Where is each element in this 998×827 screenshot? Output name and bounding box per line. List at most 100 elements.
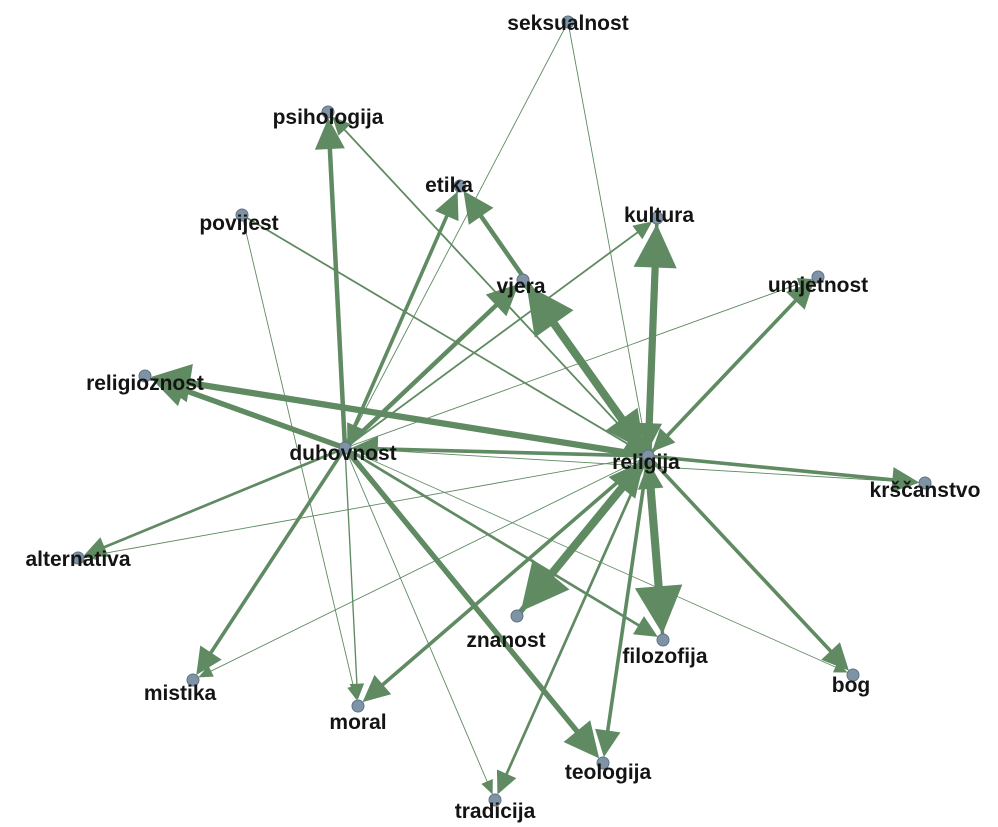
edge-arrowhead: [463, 190, 494, 225]
edge-arrowhead: [595, 728, 621, 758]
edge-duhovnost-to-alternativa: [83, 446, 346, 557]
node-label-krscanstvo: krščanstvo: [870, 479, 981, 502]
edge-duhovnost-to-mistika: [196, 447, 347, 675]
node-moral: [351, 699, 365, 713]
edge-line: [646, 298, 799, 458]
edge-arrowhead: [314, 117, 345, 150]
edge-arrowhead: [633, 223, 677, 269]
edge-arrowhead: [83, 537, 109, 557]
edge-arrowhead: [632, 221, 653, 240]
edge-duhovnost-to-moral: [344, 447, 365, 701]
edge-religija-to-teologija: [595, 455, 650, 758]
edge-duhovnost-to-psihologija: [314, 117, 348, 449]
edge-line: [567, 21, 646, 439]
node-label-povijest: povijest: [199, 212, 278, 235]
node-label-filozofija: filozofija: [622, 645, 707, 668]
edge-line: [644, 265, 659, 457]
node-label-tradicija: tradicija: [455, 800, 536, 823]
edge-line: [344, 230, 640, 449]
edge-line: [643, 455, 663, 589]
edge-line: [546, 453, 652, 579]
node-religija: [641, 449, 655, 463]
node-label-duhovnost: duhovnost: [289, 442, 396, 465]
edge-line: [605, 455, 650, 733]
node-label-moral: moral: [329, 711, 386, 734]
edge-arrowhead: [520, 559, 570, 612]
node-etika: [453, 179, 467, 193]
node-tradicija: [488, 793, 502, 807]
edge-arrowhead: [821, 642, 849, 671]
edge-line: [343, 302, 500, 450]
node-kultura: [650, 211, 664, 225]
edge-religija-to-mistika: [198, 455, 649, 678]
node-mistika: [186, 673, 200, 687]
edge-religija-to-kultura: [633, 223, 677, 457]
edge-religija-to-tradicija: [496, 455, 650, 795]
edge-line: [549, 319, 652, 459]
edge-line: [344, 447, 358, 686]
edge-arrowhead: [786, 281, 814, 310]
node-label-mistika: mistika: [144, 682, 217, 705]
edge-seksualnost-to-religija: [567, 21, 651, 451]
labels-layer: seksualnost psihologija etika kultura povije…: [25, 12, 980, 823]
nodes-layer: [71, 15, 932, 807]
edge-arrowhead: [196, 645, 222, 675]
edge-line: [344, 447, 489, 784]
edge-religija-to-krscanstvo: [647, 454, 920, 493]
node-povijest: [235, 208, 249, 222]
edge-line: [344, 447, 838, 669]
edge-line: [241, 214, 355, 689]
node-label-psihologija: psihologija: [273, 106, 384, 129]
edge-line: [344, 446, 641, 628]
edge-duhovnost-to-tradicija: [344, 447, 493, 795]
node-psihologija: [321, 105, 335, 119]
edge-line: [646, 454, 834, 654]
edge-arrowhead: [435, 191, 459, 222]
node-alternativa: [71, 551, 85, 565]
edge-arrowhead: [633, 616, 658, 637]
node-bog: [846, 668, 860, 682]
edge-line: [95, 455, 649, 556]
edge-arrowhead: [526, 284, 574, 338]
edge-arrowhead: [350, 436, 379, 462]
edge-arrowhead: [150, 363, 193, 403]
edge-religija-to-filozofija: [634, 455, 683, 635]
edges-layer: [83, 21, 920, 795]
node-religioznost: [138, 369, 152, 383]
edge-line: [241, 214, 630, 446]
edge-arrowhead: [496, 769, 517, 795]
node-filozofija: [656, 633, 670, 647]
edge-religija-to-moral: [362, 454, 650, 703]
node-umjetnost: [811, 270, 825, 284]
edge-line: [504, 455, 650, 777]
edge-line: [353, 21, 569, 433]
edge-line: [102, 446, 346, 550]
edge-religija-to-bog: [646, 454, 849, 671]
edge-religija-to-vjera: [526, 284, 652, 459]
edge-religija-to-religioznost: [150, 363, 649, 460]
edge-line: [180, 386, 346, 451]
node-label-alternativa: alternativa: [25, 548, 130, 571]
edge-povijest-to-religija: [241, 214, 643, 453]
edge-line: [375, 447, 649, 458]
node-label-bog: bog: [832, 674, 870, 697]
edge-line: [647, 454, 895, 482]
edge-arrowhead: [332, 116, 351, 136]
edge-arrowhead: [485, 284, 519, 317]
node-krscanstvo: [918, 476, 932, 490]
edge-line: [187, 379, 649, 460]
edge-line: [380, 454, 650, 688]
node-label-etika: etika: [425, 174, 473, 197]
edge-arrowhead: [634, 584, 683, 635]
edge-arrowhead: [362, 674, 392, 703]
edge-religija-to-duhovnost: [350, 436, 649, 462]
node-seksualnost: [561, 15, 575, 29]
node-label-kultura: kultura: [624, 204, 694, 227]
edge-duhovnost-to-teologija: [342, 446, 600, 759]
node-label-religija: religija: [612, 451, 680, 474]
edge-religija-to-znanost: [520, 453, 652, 612]
edge-duhovnost-to-kultura: [344, 221, 653, 449]
node-label-seksualnost: seksualnost: [507, 12, 628, 35]
edge-arrowhead: [349, 683, 365, 701]
